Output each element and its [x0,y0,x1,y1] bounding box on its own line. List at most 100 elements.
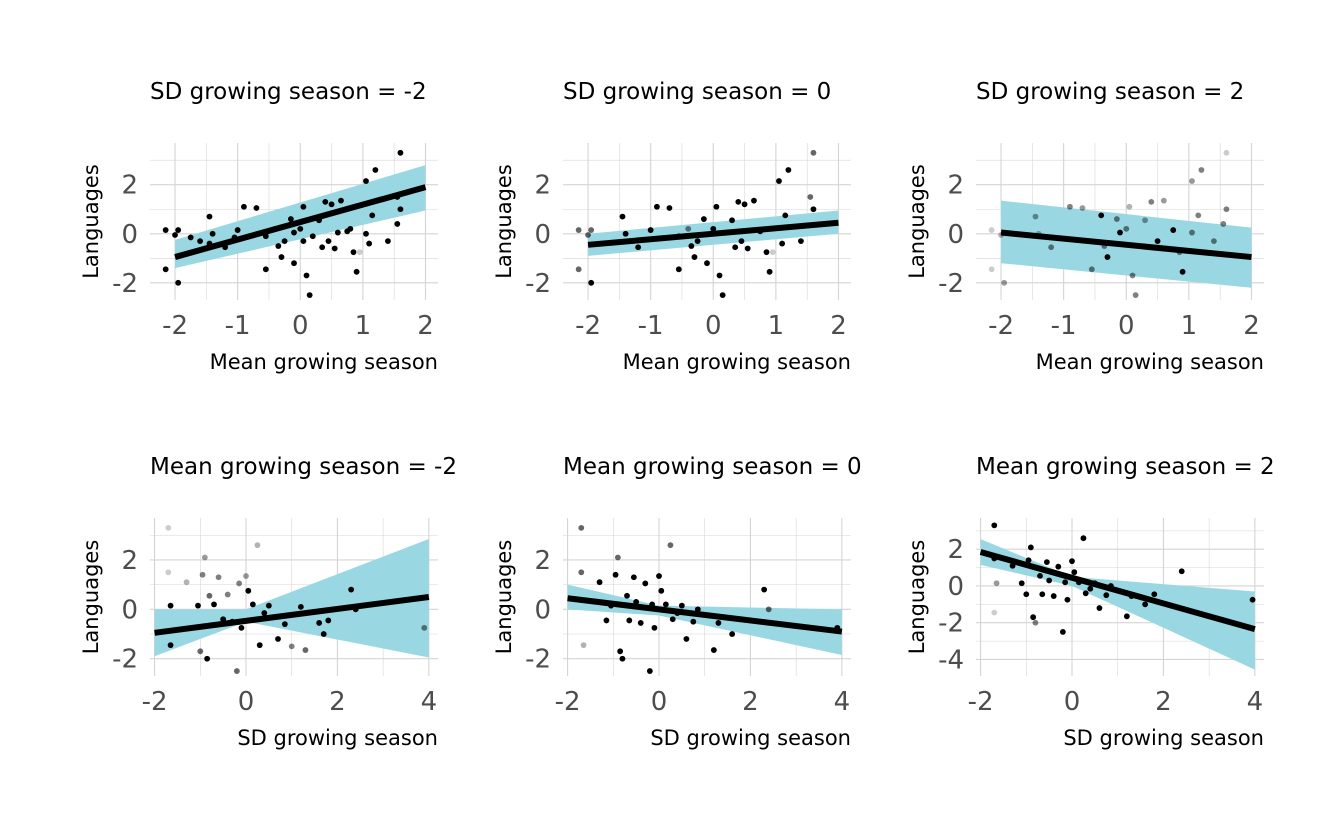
data-point [719,292,726,298]
data-point [162,227,169,233]
data-points [578,524,841,674]
data-point [1064,596,1071,603]
data-point [729,217,735,224]
data-point [206,213,213,220]
x-tick-label: 1 [768,311,785,341]
data-point [167,642,174,649]
data-point [1189,229,1195,236]
facet-panel-5: Mean growing season = 0 -2 0 2 4 -2 0 2 SD growi… [492,454,862,750]
x-tick-label: -1 [638,311,664,341]
regression-line [567,595,843,635]
data-point [397,206,404,213]
data-point [1030,614,1037,621]
y-tick-label: -2 [112,269,138,299]
data-point [647,227,654,233]
data-point [988,227,995,233]
facet-panel-1: SD growing season = -2 -2 -1 0 1 2 -2 0 2 Mean gr… [79,79,438,374]
data-point [656,573,662,579]
data-point [614,554,621,561]
x-tick-label: 0 [292,311,309,341]
data-point [265,602,272,609]
data-point [798,238,804,245]
data-point [732,244,739,251]
x-tick-label: -2 [988,311,1014,341]
data-point [350,249,357,256]
data-point [654,203,660,210]
data-point [694,238,701,245]
data-point [1032,213,1039,220]
data-point [175,227,182,233]
data-point [175,279,182,286]
data-point [262,266,269,273]
panel-title: SD growing season = -2 [150,79,427,105]
y-tick-label: 0 [534,595,551,625]
data-point [245,587,252,594]
data-point [1088,266,1095,273]
data-point [363,230,369,237]
data-point [197,238,203,245]
data-point [991,609,998,616]
x-tick-label: 2 [1243,311,1260,341]
data-point [1126,203,1133,210]
data-point [612,571,619,578]
data-point [195,602,201,609]
data-point [1046,577,1053,584]
data-point [1178,568,1185,575]
data-point [306,292,313,298]
data-point [253,205,260,211]
y-axis-label: Languages [79,164,103,279]
data-point [761,586,768,593]
panel-title: Mean growing season = -2 [150,454,457,480]
data-point [1160,197,1167,204]
data-point [291,260,297,267]
data-point [1132,292,1139,298]
data-point [619,213,626,220]
data-point [1223,149,1230,156]
x-tick-label: 0 [705,311,722,341]
x-tick-label: 2 [742,687,759,717]
data-point [646,668,653,674]
data-point [779,240,786,247]
data-point [678,602,685,609]
data-point [1048,244,1055,251]
data-point [300,203,307,210]
data-point [1142,601,1149,608]
y-tick-label: 0 [534,220,551,250]
data-point [291,229,297,236]
data-point [316,620,323,626]
data-point [1129,272,1136,279]
data-point [765,606,772,613]
data-point [810,149,817,156]
confidence-ribbon [154,538,429,658]
data-point [187,234,194,241]
data-point [1170,227,1177,233]
x-axis-label: SD growing season [237,726,438,750]
data-point [1080,535,1087,542]
data-point [165,569,172,576]
data-point [325,617,332,624]
data-point [1142,217,1148,224]
data-point [667,542,674,549]
data-point [1059,629,1066,635]
data-point [630,574,637,581]
x-tick-label: 2 [329,687,346,717]
data-point [1189,178,1195,184]
data-point [713,203,720,210]
data-point [1195,212,1202,219]
data-point [397,149,404,156]
data-point [1104,254,1111,260]
data-point [261,610,268,616]
data-point [183,579,190,586]
x-tick-label: -2 [575,311,601,341]
data-point [363,178,369,184]
y-tick-label: -2 [938,609,964,639]
data-point [585,232,591,238]
x-tick-label: 0 [1118,311,1135,341]
data-point [1001,279,1008,286]
y-tick-label: -2 [112,645,138,675]
data-point [622,230,629,237]
data-point [165,524,172,531]
data-point [1198,167,1205,173]
data-point [688,243,695,249]
